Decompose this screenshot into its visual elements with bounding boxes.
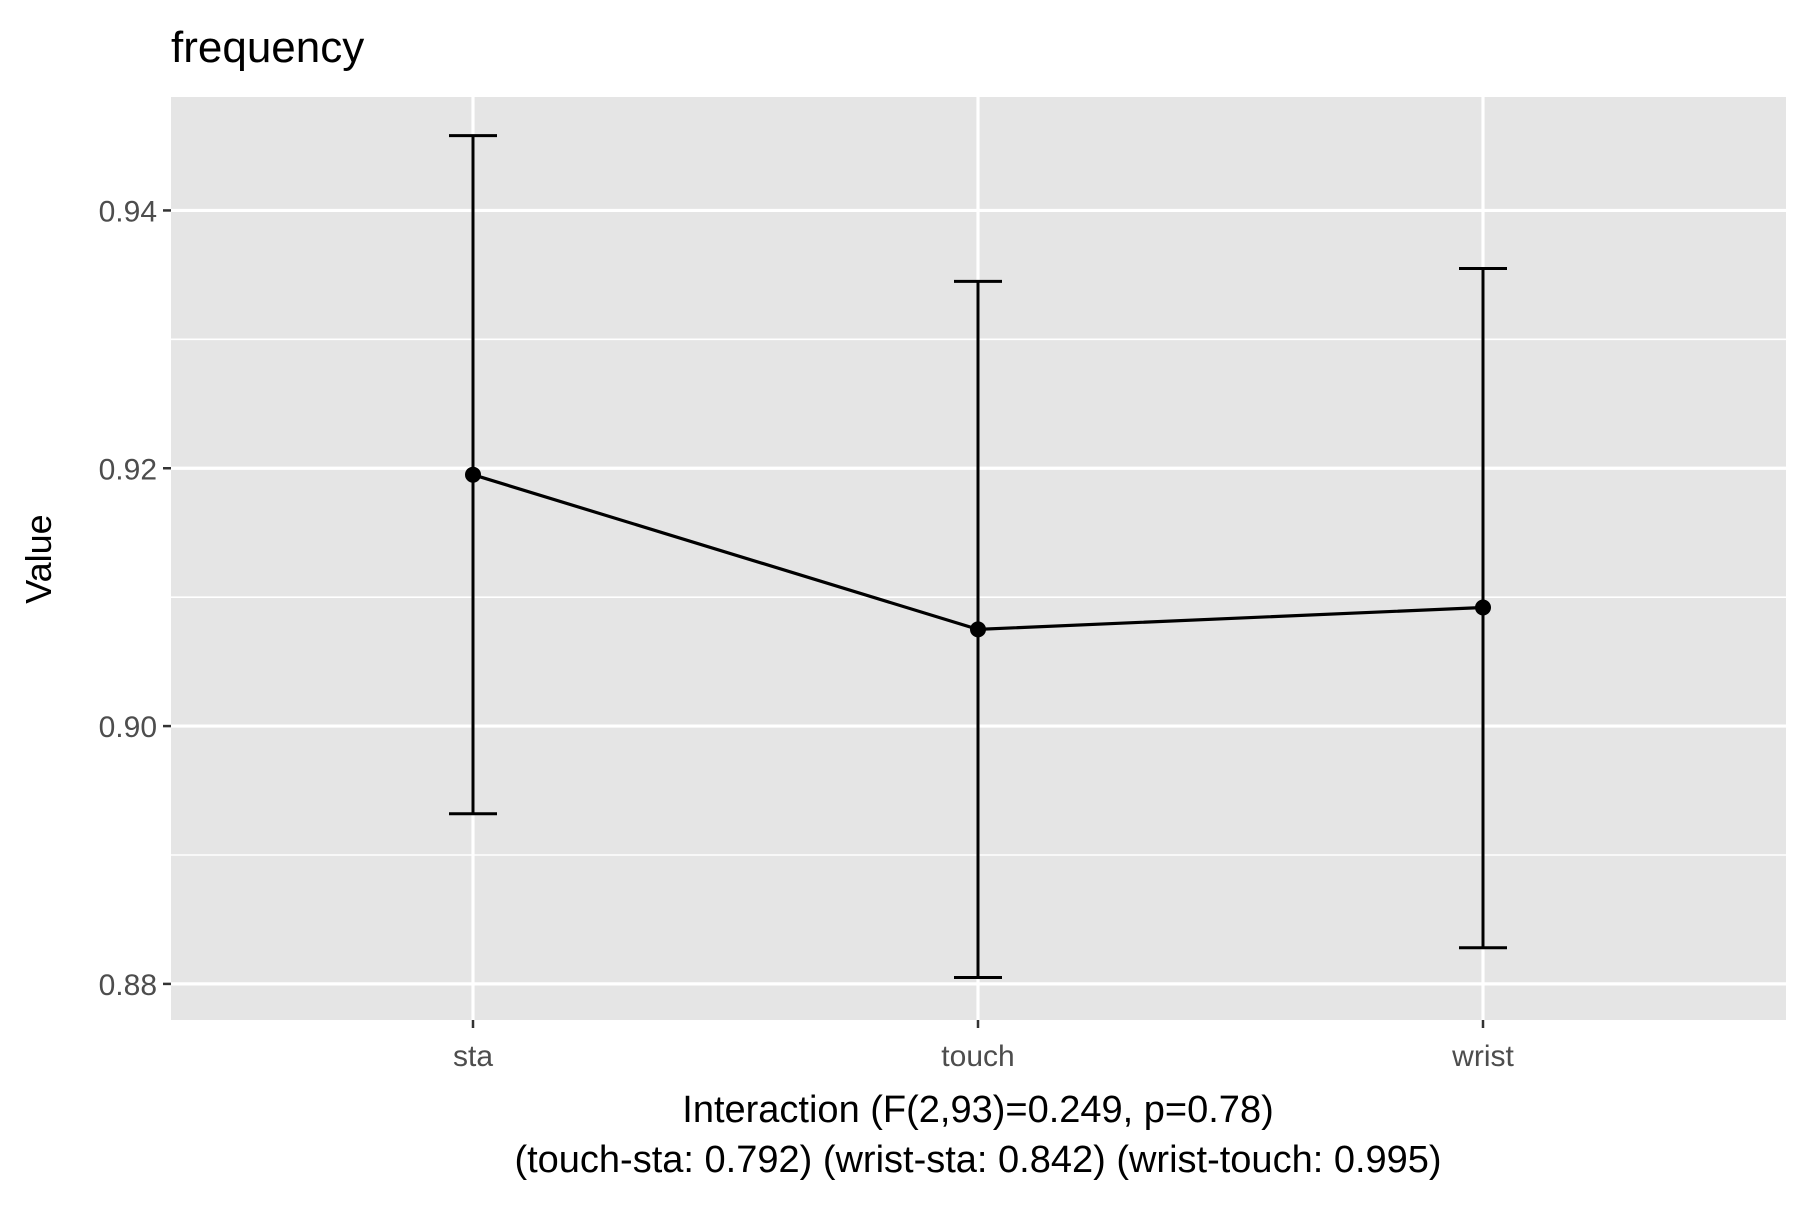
chart-title: frequency [171,23,364,72]
x-axis: sta touch wrist [453,1020,1514,1073]
y-axis: 0.88 0.90 0.92 0.94 [99,195,171,1002]
y-tick-label: 0.88 [99,969,157,1002]
y-tick-label: 0.92 [99,453,157,486]
data-point-touch [970,621,986,638]
y-tick-label: 0.90 [99,711,157,744]
y-axis-label: Value [18,514,59,603]
y-tick-label: 0.94 [99,195,157,228]
x-axis-label-line-2: (touch-sta: 0.792) (wrist-sta: 0.842) (w… [514,1139,1441,1181]
x-axis-label-line-1: Interaction (F(2,93)=0.249, p=0.78) [682,1089,1273,1131]
data-point-wrist [1475,599,1491,616]
x-tick-label: touch [941,1040,1014,1073]
series-layer [449,134,1507,979]
x-tick-label: wrist [1451,1040,1514,1073]
data-point-sta [465,466,481,483]
x-tick-label: sta [453,1040,493,1073]
